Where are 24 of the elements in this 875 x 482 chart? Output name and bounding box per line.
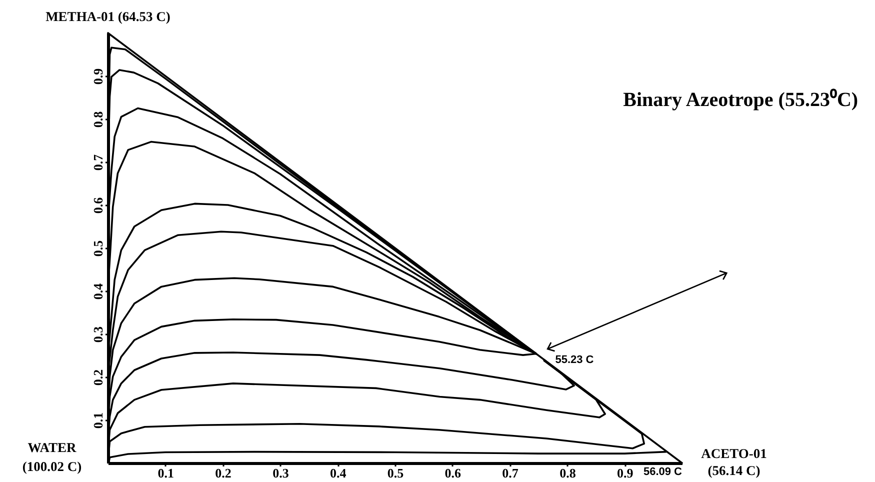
annotation: WATER (100.02 C) (22, 440, 82, 474)
y-tick-label: 0.8 (90, 110, 106, 128)
x-tick-label: 0.3 (272, 466, 290, 480)
y-tick-label: 0.7 (90, 154, 106, 171)
y-tick-label: 0.3 (90, 326, 106, 343)
x-tick-label: 0.7 (502, 466, 519, 480)
annotation: METHA-01 (64.53 C) (46, 9, 170, 24)
y-tick-label: 0.2 (90, 369, 106, 386)
x-tick-label: 0.5 (387, 466, 404, 480)
annotation: 56.09 C (643, 466, 682, 478)
x-tick-label: 0.1 (158, 466, 174, 480)
x-tick-label: 0.4 (330, 466, 347, 480)
annotation: ACETO-01 (56.14 C) (701, 446, 768, 478)
annotation: Binary Azeotrope (55.23⁰C) (623, 88, 858, 111)
y-tick-label: 0.4 (90, 282, 106, 300)
y-tick-label: 0.1 (90, 412, 106, 429)
y-tick-label: 0.6 (90, 196, 106, 214)
y-tick-label: 0.9 (90, 68, 106, 85)
x-tick-label: 0.6 (444, 466, 462, 480)
x-tick-label: 0.8 (560, 466, 576, 480)
x-tick-label: 0.2 (215, 466, 232, 480)
x-tick-label: 0.9 (616, 466, 634, 480)
y-tick-label: 0.5 (90, 240, 106, 257)
annotation: 55.23 C (555, 354, 594, 366)
